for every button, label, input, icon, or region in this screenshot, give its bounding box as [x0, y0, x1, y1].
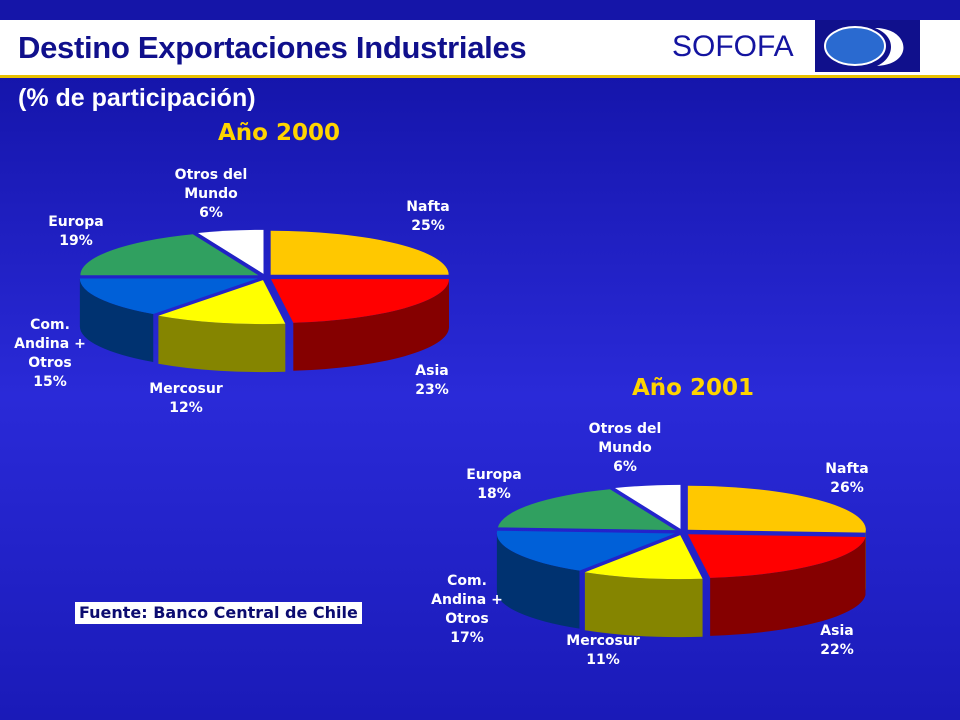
page-subtitle: (% de participación) [18, 84, 256, 112]
pie-slice-com-andina-otros [496, 530, 675, 571]
header-divider [0, 75, 960, 78]
pie-chart-2000 [79, 229, 450, 373]
pie-slice-mercosur [584, 535, 703, 580]
label-nafta-2001: Nafta 26% [825, 461, 869, 496]
pie-slice-asia [271, 279, 450, 323]
pie-side-com-andina-otros [79, 278, 154, 363]
pie-slice-otros-del-mundo [197, 229, 264, 274]
pie-slice-europa [80, 234, 259, 276]
pie-side-asia [293, 279, 450, 371]
label-andina-2000: Com. Andina + Otros 15% [14, 317, 86, 390]
label-europa-2000: Europa 19% [48, 214, 104, 249]
pie-slice-mercosur [158, 280, 286, 325]
pie-chart-2001 [496, 484, 866, 638]
pie-slice-otros-del-mundo [614, 484, 681, 529]
label-andina-2001: Com. Andina + Otros 17% [431, 573, 503, 646]
pie-slice-europa [497, 489, 676, 531]
label-europa-2001: Europa 18% [466, 467, 522, 502]
pie-slice-nafta [270, 230, 449, 275]
label-asia-2000: Asia 23% [415, 363, 449, 398]
label-otros-2001: Otros del Mundo 6% [588, 421, 662, 475]
label-nafta-2000: Nafta 25% [406, 199, 450, 234]
pie-slice-com-andina-otros [79, 278, 258, 315]
pie-slice-asia [687, 534, 866, 578]
sofofa-logo [815, 20, 920, 72]
top-strip-overlay [0, 0, 960, 20]
pie-side-com-andina-otros [496, 533, 580, 629]
chart-title-2000: Año 2000 [218, 120, 340, 146]
brand-name: SOFOFA [672, 30, 794, 63]
label-mercosur-2001: Mercosur 11% [566, 633, 640, 668]
label-otros-2000: Otros del Mundo 6% [174, 167, 248, 221]
pie-slice-nafta [687, 485, 866, 533]
pie-side-mercosur [584, 572, 703, 638]
label-mercosur-2000: Mercosur 12% [149, 381, 223, 416]
pie-side-asia [710, 536, 866, 636]
pie-side-mercosur [158, 315, 286, 373]
label-asia-2001: Asia 22% [820, 623, 854, 658]
source-note: Fuente: Banco Central de Chile [75, 602, 362, 624]
chart-title-2001: Año 2001 [632, 375, 754, 401]
page-title: Destino Exportaciones Industriales [18, 30, 527, 65]
